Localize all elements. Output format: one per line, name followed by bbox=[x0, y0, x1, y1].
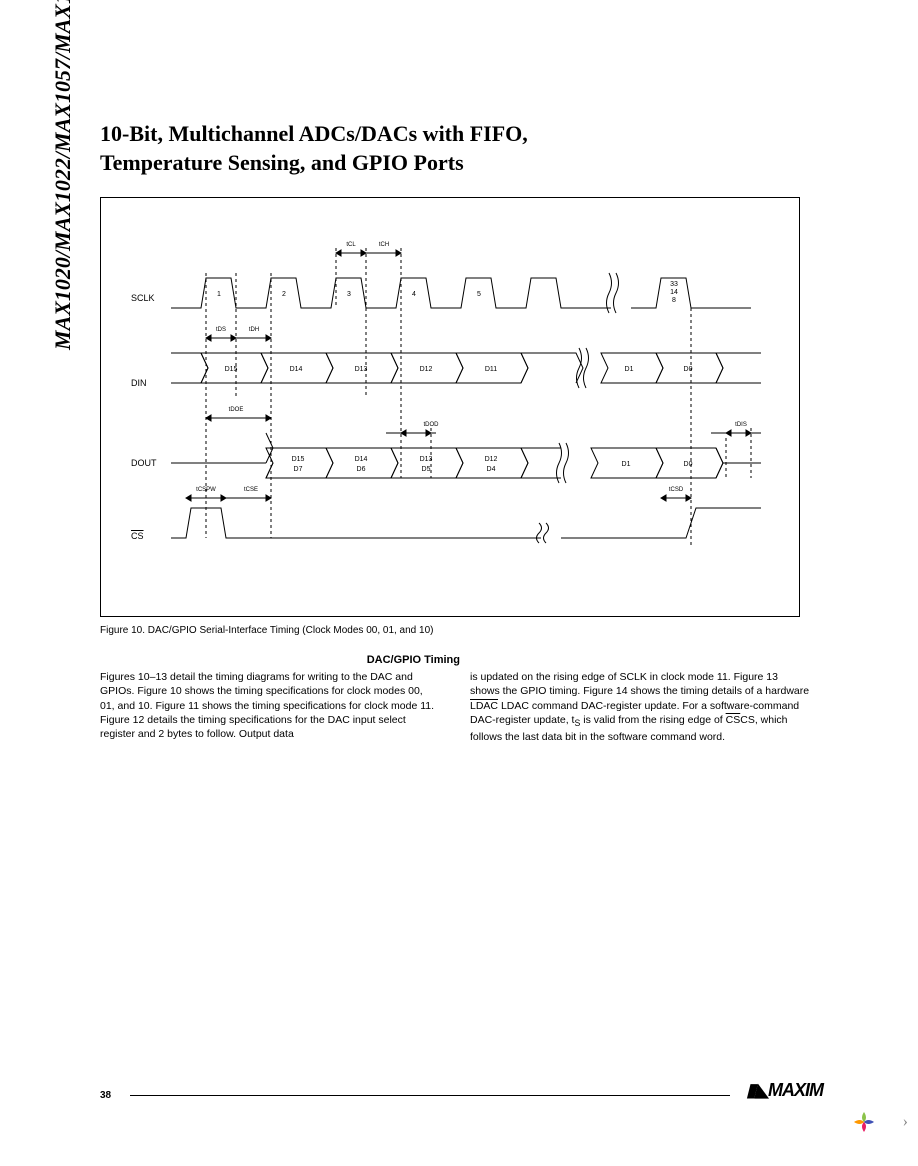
maxim-logo: ▮◣MAXIM bbox=[746, 1080, 823, 1101]
sclk-num-14: 14 bbox=[670, 289, 678, 296]
sclk-num-1: 1 bbox=[217, 291, 221, 298]
side-part-numbers: MAX1020/MAX1022/MAX1057/MAX1058 bbox=[50, 0, 76, 350]
svg-text:tCL: tCL bbox=[346, 242, 356, 248]
ldac-overline: LDAC bbox=[470, 700, 498, 712]
sclk-num-2: 2 bbox=[282, 291, 286, 298]
next-chevron-icon[interactable]: › bbox=[903, 1113, 908, 1131]
svg-text:tCSE: tCSE bbox=[244, 487, 258, 493]
svg-text:D15: D15 bbox=[225, 366, 238, 373]
sclk-num-4: 4 bbox=[412, 291, 416, 298]
svg-text:D0: D0 bbox=[684, 366, 693, 373]
svg-text:D1: D1 bbox=[622, 461, 631, 468]
viewer-icon[interactable] bbox=[850, 1108, 878, 1136]
timing-diagram: SCLK DIN DOUT CS bbox=[100, 197, 800, 617]
svg-text:tDH: tDH bbox=[249, 327, 259, 333]
cs-overline: CS bbox=[726, 714, 741, 726]
body-col1: Figures 10–13 detail the timing diagrams… bbox=[100, 670, 440, 744]
svg-text:D12: D12 bbox=[420, 366, 433, 373]
svg-text:D6: D6 bbox=[357, 466, 366, 473]
page-content: 10-Bit, Multichannel ADCs/DACs with FIFO… bbox=[100, 120, 820, 744]
svg-text:D4: D4 bbox=[487, 466, 496, 473]
svg-text:tCSD: tCSD bbox=[669, 487, 684, 493]
svg-text:D0: D0 bbox=[684, 461, 693, 468]
sclk-num-5: 5 bbox=[477, 291, 481, 298]
svg-text:D1: D1 bbox=[625, 366, 634, 373]
svg-text:D7: D7 bbox=[294, 466, 303, 473]
page-title: 10-Bit, Multichannel ADCs/DACs with FIFO… bbox=[100, 120, 820, 177]
svg-text:tDIS: tDIS bbox=[735, 422, 747, 428]
svg-text:tCH: tCH bbox=[379, 242, 389, 248]
sclk-num-8: 8 bbox=[672, 297, 676, 304]
svg-text:D13: D13 bbox=[355, 366, 368, 373]
svg-text:D15: D15 bbox=[292, 456, 305, 463]
svg-text:tCSPW: tCSPW bbox=[196, 487, 216, 493]
sclk-num-33: 33 bbox=[670, 281, 678, 288]
svg-text:D11: D11 bbox=[485, 366, 497, 373]
body-col2: is updated on the rising edge of SCLK in… bbox=[470, 670, 810, 744]
sclk-num-3: 3 bbox=[347, 291, 351, 298]
svg-text:D5: D5 bbox=[422, 466, 431, 473]
figure-caption: Figure 10. DAC/GPIO Serial-Interface Tim… bbox=[100, 625, 820, 636]
section-title: DAC/GPIO Timing bbox=[100, 654, 820, 666]
body-columns: Figures 10–13 detail the timing diagrams… bbox=[100, 670, 820, 744]
svg-text:D13: D13 bbox=[420, 456, 433, 463]
page-number: 38 bbox=[100, 1090, 111, 1101]
svg-text:tDS: tDS bbox=[216, 327, 226, 333]
svg-text:D12: D12 bbox=[485, 456, 498, 463]
title-line2: Temperature Sensing, and GPIO Ports bbox=[100, 150, 464, 175]
timing-svg: 1 2 3 4 5 33 14 8 D15 D14 D13 D12 D11 D1… bbox=[101, 198, 801, 618]
title-line1: 10-Bit, Multichannel ADCs/DACs with FIFO… bbox=[100, 121, 528, 146]
svg-text:tDOE: tDOE bbox=[229, 407, 244, 413]
svg-text:D14: D14 bbox=[290, 366, 303, 373]
svg-text:D14: D14 bbox=[355, 456, 368, 463]
footer-rule bbox=[130, 1095, 730, 1096]
svg-text:tDOD: tDOD bbox=[424, 422, 440, 428]
